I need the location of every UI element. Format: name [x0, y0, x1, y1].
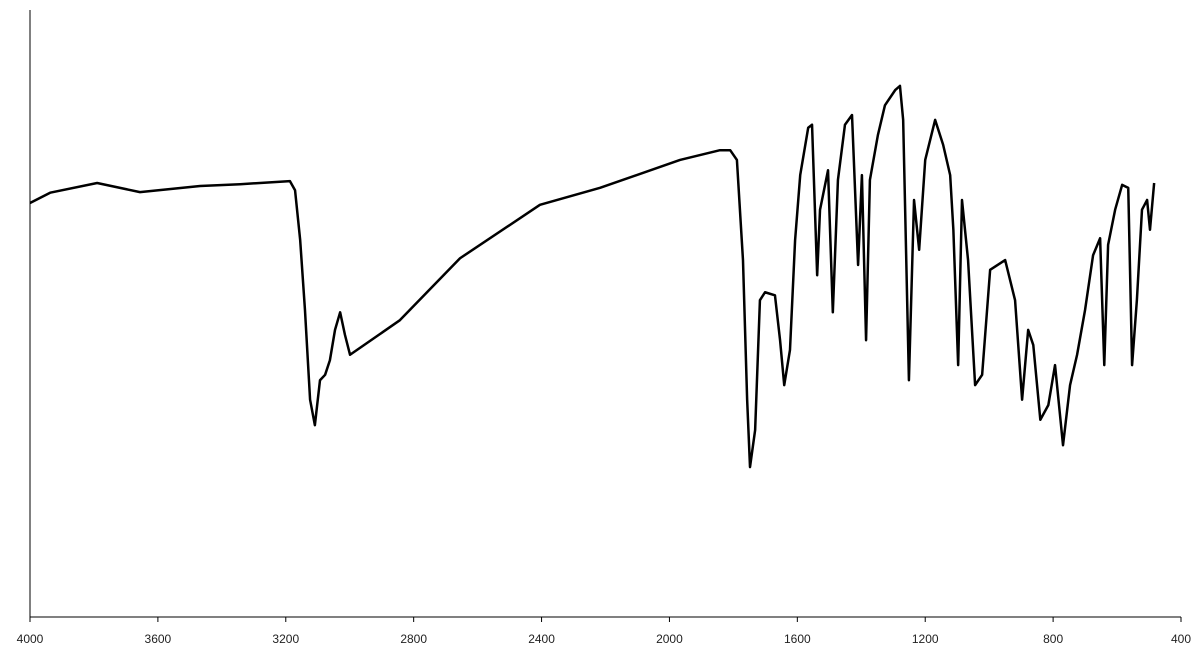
x-tick-label: 2800	[400, 632, 427, 646]
x-tick-label: 3200	[272, 632, 299, 646]
spectrum-line	[29, 84, 1156, 469]
x-tick-label: 2000	[656, 632, 683, 646]
x-tick-label: 4000	[17, 632, 44, 646]
x-tick-label: 1600	[784, 632, 811, 646]
x-tick-label: 2400	[528, 632, 555, 646]
x-tick-label: 3600	[145, 632, 172, 646]
x-tick-label: 1200	[912, 632, 939, 646]
x-tick-label: 800	[1043, 632, 1063, 646]
x-tick-label: 400	[1171, 632, 1191, 646]
